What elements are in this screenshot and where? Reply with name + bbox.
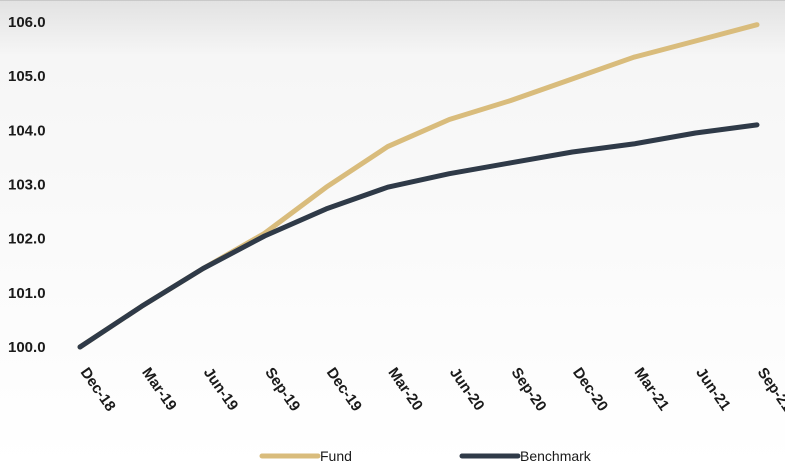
legend: Fund Benchmark xyxy=(259,448,592,464)
y-axis: 100.0 101.0 102.0 103.0 104.0 105.0 106.0 xyxy=(8,14,46,356)
y-tick-label: 100.0 xyxy=(8,339,46,356)
y-tick-label: 101.0 xyxy=(8,285,46,302)
y-tick-label: 104.0 xyxy=(8,122,46,139)
y-tick-label: 106.0 xyxy=(8,14,46,31)
y-tick-label: 105.0 xyxy=(8,68,46,85)
series-line-benchmark xyxy=(77,122,760,350)
series-layer xyxy=(77,22,760,350)
y-tick-label: 102.0 xyxy=(8,231,46,248)
y-tick-label: 103.0 xyxy=(8,177,46,194)
legend-label-fund: Fund xyxy=(320,448,352,464)
legend-label-benchmark: Benchmark xyxy=(520,448,592,464)
